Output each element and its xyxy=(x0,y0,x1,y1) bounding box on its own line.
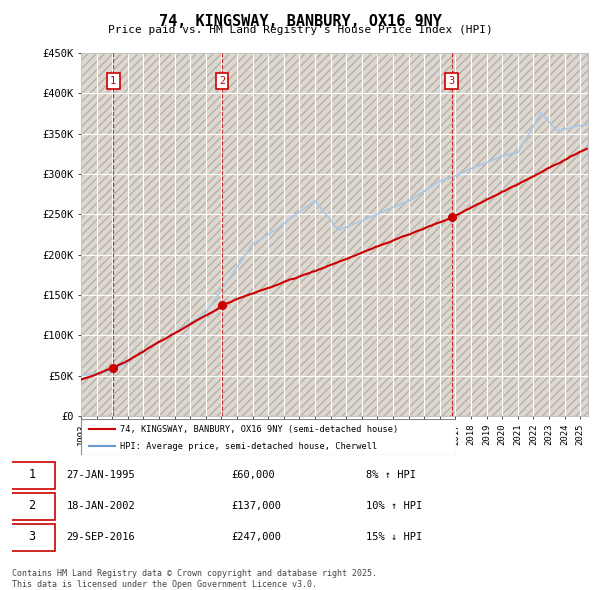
Text: 29-SEP-2016: 29-SEP-2016 xyxy=(67,532,136,542)
Text: 74, KINGSWAY, BANBURY, OX16 9NY: 74, KINGSWAY, BANBURY, OX16 9NY xyxy=(158,14,442,28)
FancyBboxPatch shape xyxy=(9,493,55,520)
Text: £60,000: £60,000 xyxy=(231,470,275,480)
Text: 3: 3 xyxy=(448,76,455,86)
Text: 1: 1 xyxy=(29,468,36,481)
Text: 1: 1 xyxy=(110,76,116,86)
Text: 10% ↑ HPI: 10% ↑ HPI xyxy=(366,501,422,510)
FancyBboxPatch shape xyxy=(9,525,55,551)
Text: 2: 2 xyxy=(219,76,226,86)
Text: HPI: Average price, semi-detached house, Cherwell: HPI: Average price, semi-detached house,… xyxy=(121,442,377,451)
Text: 74, KINGSWAY, BANBURY, OX16 9NY (semi-detached house): 74, KINGSWAY, BANBURY, OX16 9NY (semi-de… xyxy=(121,425,398,434)
Text: 2: 2 xyxy=(29,499,36,512)
Text: Price paid vs. HM Land Registry's House Price Index (HPI): Price paid vs. HM Land Registry's House … xyxy=(107,25,493,35)
Text: £137,000: £137,000 xyxy=(231,501,281,510)
Text: 15% ↓ HPI: 15% ↓ HPI xyxy=(366,532,422,542)
Text: £247,000: £247,000 xyxy=(231,532,281,542)
Text: 3: 3 xyxy=(29,530,36,543)
Text: Contains HM Land Registry data © Crown copyright and database right 2025.
This d: Contains HM Land Registry data © Crown c… xyxy=(12,569,377,589)
Text: 8% ↑ HPI: 8% ↑ HPI xyxy=(366,470,416,480)
Text: 18-JAN-2002: 18-JAN-2002 xyxy=(67,501,136,510)
Text: 27-JAN-1995: 27-JAN-1995 xyxy=(67,470,136,480)
FancyBboxPatch shape xyxy=(9,463,55,489)
